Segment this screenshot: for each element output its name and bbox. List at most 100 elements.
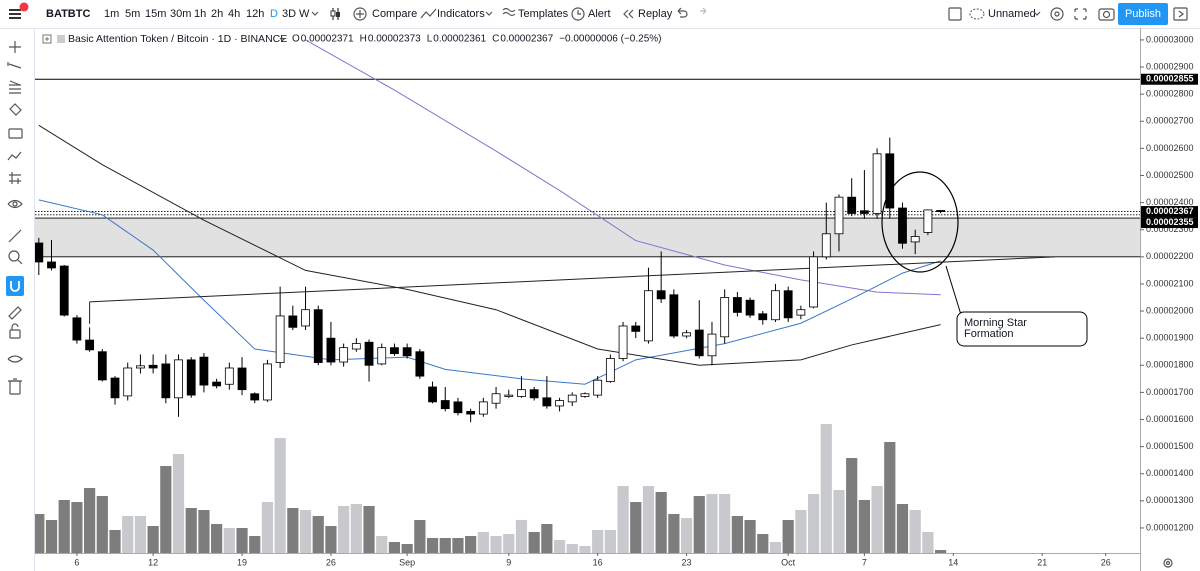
compare-icon[interactable] <box>353 7 367 21</box>
interval-button[interactable]: 12h <box>246 8 264 20</box>
candle-body <box>745 299 755 316</box>
cloud-icon[interactable] <box>969 8 985 20</box>
candle-body <box>466 410 476 415</box>
annotation-line: Morning Star <box>964 317 1027 329</box>
volume-bar <box>426 538 439 553</box>
y-tick-label: 0.00002800 <box>1146 89 1194 99</box>
undo[interactable] <box>677 7 688 18</box>
candle-body <box>859 210 869 214</box>
candle-body <box>720 297 730 338</box>
interval-button[interactable]: 4h <box>228 8 240 20</box>
interval-button[interactable]: W <box>299 8 310 20</box>
volume-bar <box>579 546 591 553</box>
settings[interactable] <box>1050 7 1064 21</box>
candle-body <box>478 401 488 415</box>
legend-value: 0.00002371 <box>301 34 354 45</box>
volume-bar <box>84 488 96 553</box>
chevron[interactable] <box>485 11 493 16</box>
collapse-icon[interactable] <box>42 34 52 44</box>
alert-button[interactable]: Alert <box>588 8 611 20</box>
fullscreen[interactable] <box>1074 8 1087 20</box>
interval-button[interactable]: 1h <box>194 8 206 20</box>
magnet-tool[interactable] <box>6 276 24 296</box>
templates-button[interactable]: Templates <box>518 8 569 20</box>
volume-bar <box>325 526 337 553</box>
candle-body <box>809 256 818 308</box>
panel-toggle[interactable] <box>1173 7 1188 21</box>
x-tick-label: 6 <box>74 557 79 567</box>
volume-bar <box>211 524 223 553</box>
chart-legend: Basic Attention Token / Bitcoin · 1D · B… <box>42 33 662 45</box>
volume-bar <box>757 534 769 553</box>
volume-bar <box>172 454 185 553</box>
volume-bar <box>668 514 680 553</box>
candle-body <box>72 317 82 341</box>
indicators-icon[interactable] <box>420 8 437 19</box>
redo[interactable] <box>700 7 707 15</box>
candle-body <box>326 337 336 363</box>
volume-bar <box>769 542 782 553</box>
interval-button[interactable]: 30m <box>170 8 191 20</box>
chart-type-button[interactable] <box>330 8 340 20</box>
volume-bar <box>363 506 375 553</box>
time-axis-settings[interactable] <box>1163 558 1173 568</box>
y-tick-label: 0.00001700 <box>1146 387 1194 397</box>
replay-button[interactable]: Replay <box>638 8 673 20</box>
volume-bar <box>401 544 413 553</box>
volume-bar <box>807 494 820 553</box>
candle-body <box>580 393 590 397</box>
publish-label[interactable]: Publish <box>1125 8 1161 20</box>
y-tick-label: 0.00002600 <box>1146 143 1194 153</box>
replay-icon[interactable] <box>623 9 634 19</box>
interval-button[interactable]: 1m <box>104 8 119 20</box>
interval-button[interactable]: 15m <box>145 8 166 20</box>
volume-bar <box>312 516 324 553</box>
indicators-button[interactable]: Indicators <box>437 8 485 20</box>
interval-button[interactable]: D <box>270 8 278 20</box>
volume-bar <box>719 494 731 553</box>
legend-title[interactable]: Basic Attention Token / Bitcoin · 1D · B… <box>68 33 287 45</box>
candle-body <box>415 351 425 377</box>
drawing-toolbar[interactable] <box>7 41 23 265</box>
alert-icon[interactable] <box>571 7 585 21</box>
volume-bar <box>795 510 807 553</box>
chevron[interactable] <box>311 11 319 16</box>
moving-average <box>305 39 941 296</box>
volume-bar <box>782 520 794 553</box>
interval-button[interactable]: 3D <box>282 8 296 20</box>
lock-tools[interactable] <box>7 306 23 395</box>
publish-button[interactable] <box>1118 3 1168 25</box>
legend-value: 0.00002361 <box>433 34 486 45</box>
y-tick-label: 0.00002200 <box>1146 251 1194 261</box>
volume-bar <box>45 520 58 553</box>
candle-body <box>453 401 463 414</box>
candle-body <box>377 347 387 365</box>
compare-button[interactable]: Compare <box>372 8 417 20</box>
layout-name[interactable]: Unnamed <box>988 8 1036 20</box>
price-badge <box>1141 217 1198 229</box>
templates-icon[interactable] <box>502 7 516 17</box>
candle-body <box>161 363 171 399</box>
volume-bar <box>630 502 642 553</box>
symbol[interactable]: BATBTC <box>46 8 90 20</box>
volume-bar <box>223 528 235 553</box>
layout-toggle[interactable] <box>948 7 962 21</box>
volume-bar <box>846 458 858 553</box>
candle-body <box>504 394 514 397</box>
legend-value: 0.00002373 <box>368 34 421 45</box>
candle-body <box>834 196 844 235</box>
interval-button[interactable]: 2h <box>211 8 223 20</box>
symbol-icon <box>57 35 65 43</box>
volume-bar <box>249 536 261 553</box>
volume-bar <box>503 534 515 553</box>
menu-button[interactable] <box>9 2 29 20</box>
interval-button[interactable]: 5m <box>125 8 140 20</box>
candle-body <box>656 290 666 300</box>
legend-key: C <box>492 34 499 45</box>
chevron[interactable] <box>1033 11 1041 16</box>
snapshot[interactable] <box>1098 8 1115 21</box>
candle-body <box>47 261 56 269</box>
x-tick-label: 26 <box>326 557 336 567</box>
y-tick-label: 0.00003000 <box>1146 34 1194 44</box>
